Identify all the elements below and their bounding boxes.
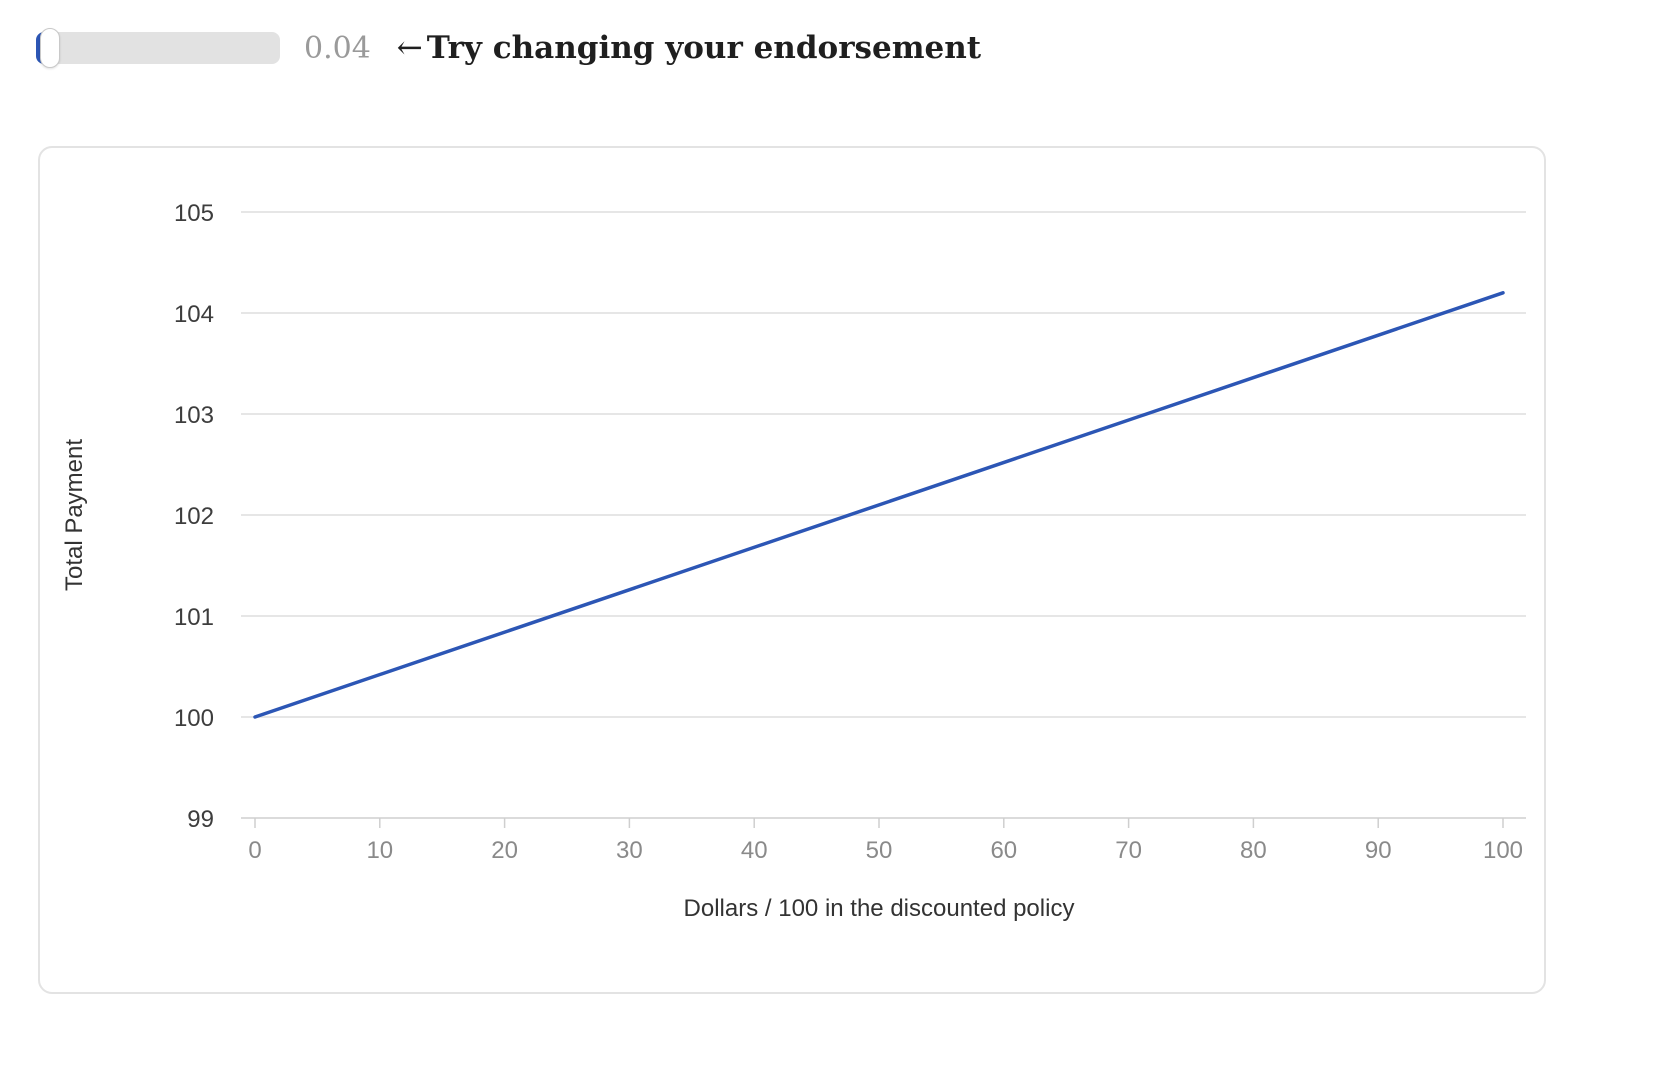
y-tick-label: 100 [174,705,214,732]
chart-card: 99 100 101 102 103 104 105 0 10 20 30 40 50 60 70 80 90… [38,146,1546,994]
hint-text: Try changing your endorsement [426,30,982,66]
slider-track[interactable] [36,32,280,64]
y-tick-label: 99 [187,806,214,833]
x-tick-label: 100 [1483,837,1523,864]
series-layer [253,291,1505,719]
x-tick-label: 70 [1115,837,1142,864]
x-tick-label: 0 [248,837,261,864]
x-tick-label: 30 [616,837,643,864]
y-axis-title: Total Payment [61,439,88,591]
slider-value-label: 0.04 [304,30,371,66]
x-tick-label: 50 [866,837,893,864]
y-axis-ticks: 99 100 101 102 103 104 105 [174,200,214,833]
y-tick-label: 102 [174,503,214,530]
gridlines [241,211,1526,718]
x-tick-label: 20 [491,837,518,864]
y-tick-label: 104 [174,301,214,328]
series-line [253,291,1505,719]
endorsement-control: 0.04 ← Try changing your endorsement [36,18,981,78]
x-axis-title: Dollars / 100 in the discounted policy [684,895,1075,922]
endorsement-slider[interactable] [36,28,280,68]
left-arrow-icon: ← [396,30,423,66]
y-tick-label: 101 [174,604,214,631]
slider-thumb[interactable] [40,28,60,68]
x-tick-label: 10 [366,837,393,864]
y-tick-label: 105 [174,200,214,227]
x-tick-label: 80 [1240,837,1267,864]
x-axis-ticks: 0 10 20 30 40 50 60 70 80 90 100 [248,818,1523,864]
line-chart: 99 100 101 102 103 104 105 0 10 20 30 40 50 60 70 80 90… [61,200,1526,922]
y-tick-label: 103 [174,402,214,429]
x-tick-label: 60 [990,837,1017,864]
x-tick-label: 90 [1365,837,1392,864]
x-tick-label: 40 [741,837,768,864]
endorsement-hint: ← Try changing your endorsement [397,30,981,66]
